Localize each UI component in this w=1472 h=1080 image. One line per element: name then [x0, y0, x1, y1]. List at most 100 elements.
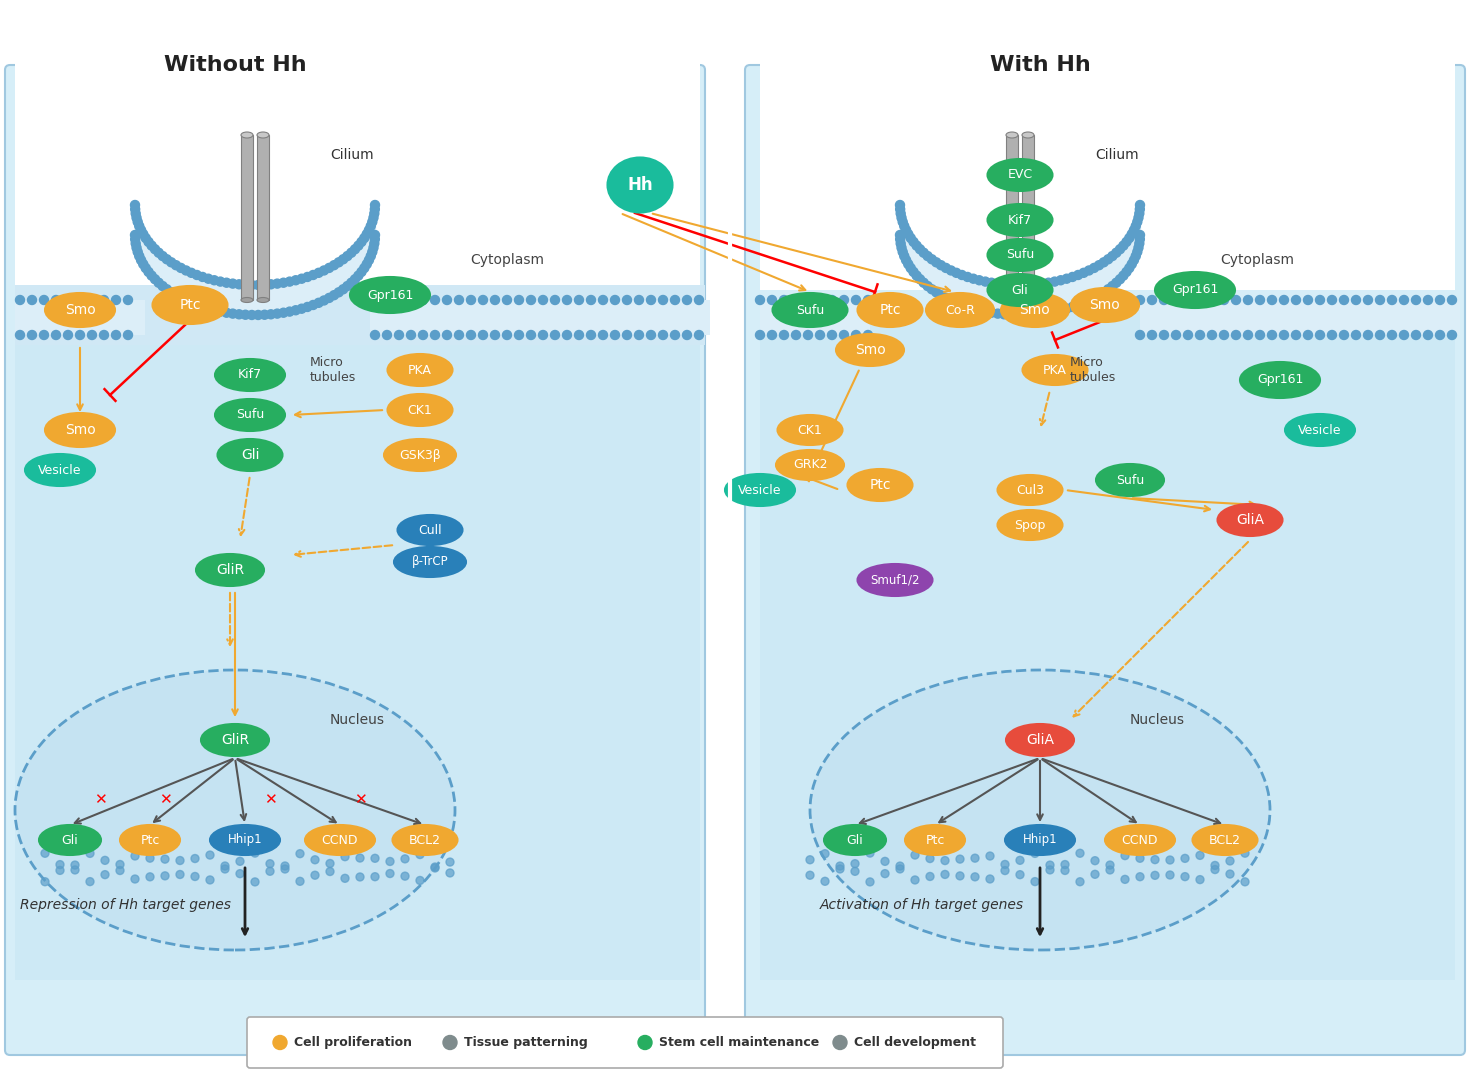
Circle shape: [228, 279, 237, 288]
Circle shape: [936, 260, 945, 270]
Circle shape: [910, 238, 919, 246]
Circle shape: [339, 285, 347, 294]
Text: Cilium: Cilium: [330, 148, 374, 162]
Circle shape: [904, 230, 913, 239]
Circle shape: [138, 259, 147, 269]
Circle shape: [467, 296, 475, 305]
Circle shape: [1412, 296, 1420, 305]
Circle shape: [371, 296, 380, 305]
Circle shape: [166, 258, 175, 267]
Circle shape: [1111, 248, 1120, 257]
Circle shape: [994, 309, 1002, 319]
Circle shape: [216, 278, 225, 286]
Circle shape: [16, 296, 25, 305]
Circle shape: [804, 330, 813, 339]
Bar: [15, 300, 146, 335]
Circle shape: [1079, 298, 1088, 308]
Circle shape: [1447, 330, 1456, 339]
Circle shape: [1316, 296, 1325, 305]
Circle shape: [896, 865, 904, 873]
Circle shape: [901, 226, 911, 234]
FancyBboxPatch shape: [745, 65, 1465, 1055]
Text: GliA: GliA: [1236, 513, 1264, 527]
Text: Hhip1: Hhip1: [228, 834, 262, 847]
Circle shape: [1375, 296, 1385, 305]
Circle shape: [291, 306, 300, 314]
Circle shape: [1135, 205, 1144, 214]
Ellipse shape: [215, 399, 286, 431]
Circle shape: [158, 252, 168, 260]
Ellipse shape: [1105, 825, 1175, 855]
Circle shape: [367, 221, 375, 230]
Circle shape: [1232, 330, 1241, 339]
Circle shape: [362, 230, 371, 239]
Circle shape: [369, 213, 378, 222]
Circle shape: [1038, 279, 1047, 288]
Circle shape: [147, 241, 156, 251]
Text: GliA: GliA: [1026, 733, 1054, 747]
Circle shape: [695, 330, 704, 339]
Text: ✕: ✕: [263, 793, 277, 808]
Circle shape: [85, 849, 94, 858]
Circle shape: [1351, 330, 1360, 339]
Circle shape: [309, 270, 318, 280]
Circle shape: [599, 330, 608, 339]
Circle shape: [87, 330, 97, 339]
Ellipse shape: [1022, 132, 1033, 138]
Circle shape: [1063, 305, 1072, 313]
Circle shape: [695, 296, 704, 305]
Text: Gpr161: Gpr161: [1172, 283, 1219, 297]
Circle shape: [899, 221, 908, 230]
Bar: [15, 310, 701, 980]
Bar: [760, 30, 1454, 291]
Text: β-TrCP: β-TrCP: [412, 555, 449, 568]
Text: Kif7: Kif7: [238, 368, 262, 381]
Ellipse shape: [218, 438, 283, 471]
Circle shape: [371, 873, 378, 880]
Ellipse shape: [988, 274, 1052, 306]
Ellipse shape: [387, 394, 452, 426]
Circle shape: [827, 296, 836, 305]
Circle shape: [446, 869, 453, 877]
Circle shape: [28, 296, 37, 305]
Circle shape: [999, 280, 1008, 288]
Circle shape: [936, 291, 945, 300]
Circle shape: [1160, 330, 1169, 339]
Circle shape: [135, 252, 144, 260]
Circle shape: [137, 226, 146, 234]
Circle shape: [141, 264, 150, 272]
Circle shape: [1435, 330, 1444, 339]
Circle shape: [586, 330, 596, 339]
Circle shape: [325, 860, 334, 867]
Circle shape: [199, 272, 208, 282]
Circle shape: [131, 234, 140, 244]
Circle shape: [272, 309, 281, 319]
Circle shape: [1304, 330, 1313, 339]
Circle shape: [358, 268, 367, 276]
Circle shape: [365, 226, 374, 234]
Circle shape: [932, 287, 941, 297]
Circle shape: [314, 268, 324, 278]
Circle shape: [150, 245, 159, 254]
Circle shape: [1135, 239, 1144, 248]
Ellipse shape: [988, 204, 1052, 237]
Circle shape: [28, 330, 37, 339]
Circle shape: [926, 873, 935, 880]
Circle shape: [683, 330, 692, 339]
Circle shape: [1057, 306, 1066, 314]
Circle shape: [895, 234, 905, 244]
Circle shape: [999, 310, 1008, 319]
Circle shape: [942, 294, 951, 302]
Ellipse shape: [810, 670, 1270, 950]
Circle shape: [1013, 281, 1022, 289]
Text: With Hh: With Hh: [989, 55, 1091, 75]
Text: Repression of Hh target genes: Repression of Hh target genes: [21, 897, 231, 912]
Circle shape: [309, 300, 318, 310]
Circle shape: [1013, 310, 1022, 320]
Circle shape: [131, 210, 140, 218]
Circle shape: [919, 279, 929, 287]
Circle shape: [1304, 296, 1313, 305]
Circle shape: [683, 296, 692, 305]
Circle shape: [1079, 268, 1088, 278]
Circle shape: [910, 268, 919, 276]
